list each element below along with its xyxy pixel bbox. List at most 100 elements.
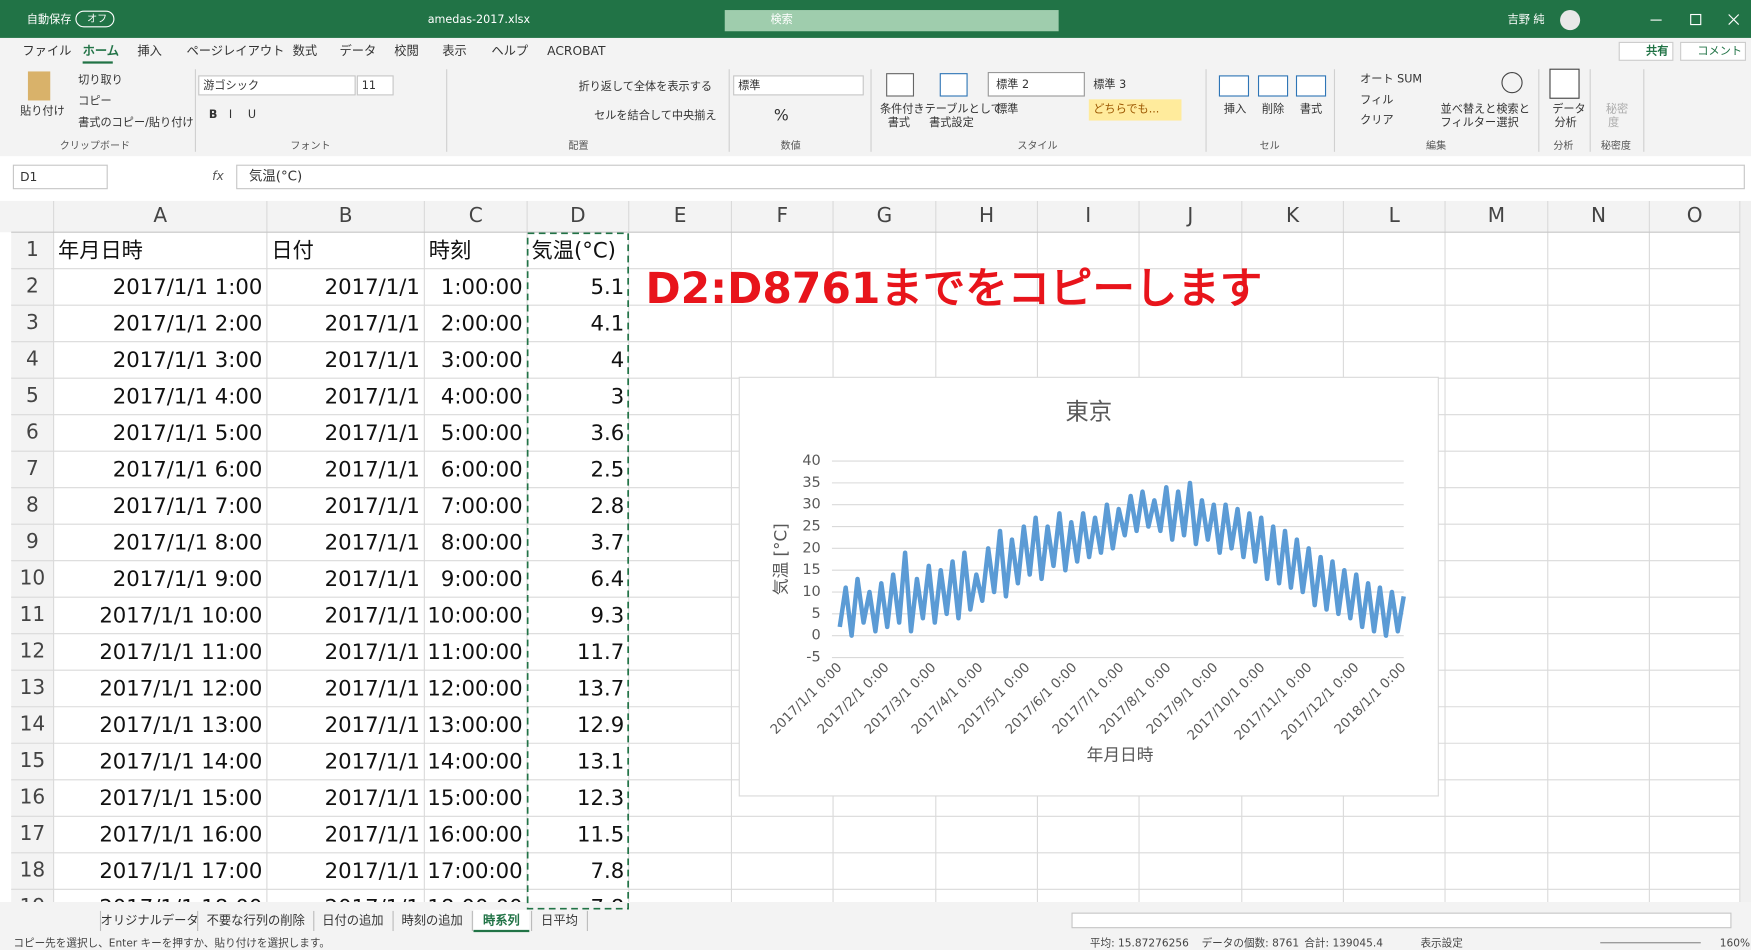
ribbon-button[interactable]: % xyxy=(774,106,789,125)
cell: 2017/1/1 xyxy=(325,604,420,629)
menu-tab[interactable]: 数式 xyxy=(293,43,318,58)
cell: 2:00:00 xyxy=(441,312,523,337)
ribbon-button[interactable]: 貼り付け xyxy=(20,104,65,118)
ribbon-button[interactable]: 挿入 xyxy=(1224,101,1246,115)
cell: 2017/1/1 18:00 xyxy=(99,896,262,921)
column-letter: A xyxy=(153,203,167,227)
ribbon-button[interactable]: I xyxy=(229,108,232,121)
ribbon-group-label: 秘密度 xyxy=(1601,139,1631,152)
comment-label[interactable]: コメント xyxy=(1697,44,1742,57)
menu-tab[interactable]: ACROBAT xyxy=(547,44,606,58)
ribbon-button[interactable]: B xyxy=(209,108,218,121)
format-box[interactable] xyxy=(733,75,864,96)
ribbon-button[interactable]: 書式 xyxy=(1300,101,1322,115)
cell: 時刻 xyxy=(429,239,471,264)
ribbon-button[interactable]: 検索と xyxy=(1496,101,1529,115)
sheet-tab[interactable]: 時系列 xyxy=(483,912,520,927)
comment-button[interactable] xyxy=(1680,41,1746,61)
table-format-icon[interactable] xyxy=(939,73,968,97)
ribbon-button[interactable]: 折り返して全体を表示する xyxy=(578,79,712,93)
size-box[interactable] xyxy=(356,75,394,96)
cell: 2017/1/1 7:00 xyxy=(113,494,263,519)
ribbon-button[interactable]: 秘密 xyxy=(1606,101,1628,115)
ribbon-button[interactable]: 11 xyxy=(362,79,376,92)
ribbon-button[interactable]: セルを結合して中央揃え xyxy=(594,108,716,122)
ribbon-button[interactable]: 書式のコピー/貼り付け xyxy=(78,115,193,129)
menu-tab[interactable]: 表示 xyxy=(442,44,467,58)
ribbon-button[interactable]: 標準 xyxy=(738,78,760,92)
row-number: 16 xyxy=(20,785,46,809)
sheet-tab[interactable]: 日付の追加 xyxy=(322,912,383,927)
share-button[interactable] xyxy=(1618,41,1674,61)
row-header-bar xyxy=(11,232,54,902)
menu-tab[interactable]: データ xyxy=(339,43,376,58)
ribbon-button[interactable]: 分析 xyxy=(1554,115,1576,129)
sheet-tab[interactable]: オリジナルデータ xyxy=(101,912,199,927)
autosave-toggle[interactable] xyxy=(75,10,115,28)
format-icon[interactable] xyxy=(1295,75,1327,97)
zoom-slider[interactable] xyxy=(1600,942,1701,944)
search-box[interactable] xyxy=(724,10,1059,32)
sheet-tab[interactable]: 不要な行列の削除 xyxy=(207,912,305,927)
delete-icon[interactable] xyxy=(1257,75,1289,97)
ribbon-button[interactable]: 度 xyxy=(1608,115,1619,129)
ribbon-button[interactable]: クリア xyxy=(1360,114,1393,127)
ribbon-button[interactable]: フィルター xyxy=(1441,116,1497,129)
sheet-tab[interactable]: 時刻の追加 xyxy=(401,912,462,927)
font-box[interactable] xyxy=(198,75,356,96)
menu-tab[interactable]: ヘルプ xyxy=(491,44,529,58)
ribbon-button[interactable]: 標準 2 xyxy=(996,77,1029,91)
share-label[interactable]: 共有 xyxy=(1646,43,1668,57)
ribbon-button[interactable]: どちらでも... xyxy=(1093,102,1159,115)
ribbon-button[interactable]: コピー xyxy=(78,95,111,108)
y-tick-label: 5 xyxy=(812,606,821,622)
v-scrollbar[interactable] xyxy=(1739,200,1751,902)
ribbon-button[interactable]: データ xyxy=(1552,101,1585,115)
menu-tab[interactable]: ページレイアウト xyxy=(186,44,284,58)
close-icon[interactable] xyxy=(1728,14,1740,25)
menu-tab[interactable]: 校閲 xyxy=(394,43,419,58)
menu-tab[interactable]: ホーム xyxy=(83,44,119,58)
ribbon-button[interactable]: オート SUM xyxy=(1360,72,1422,85)
formula-input[interactable] xyxy=(236,164,1745,190)
ribbon-group-label: 分析 xyxy=(1553,139,1573,152)
ribbon-button[interactable]: 削除 xyxy=(1262,101,1284,115)
menu-tab[interactable]: ファイル xyxy=(22,44,71,58)
data-analysis-icon[interactable] xyxy=(1549,68,1580,99)
h-scrollbar[interactable] xyxy=(1071,912,1732,929)
paste-icon[interactable] xyxy=(27,71,51,101)
menu-tab[interactable]: 挿入 xyxy=(137,43,162,58)
overlay: D2:D8761までをコピーします xyxy=(526,232,1262,910)
ribbon-button[interactable]: 条件付き xyxy=(880,101,925,115)
insert-icon[interactable] xyxy=(1218,75,1250,97)
sheet-tab[interactable]: 日平均 xyxy=(541,913,578,927)
row-number: 11 xyxy=(20,602,46,626)
cell: 年月日時 xyxy=(58,239,143,264)
style-neutral[interactable] xyxy=(1088,99,1182,121)
status-average: 平均: 15.87276256 xyxy=(1090,937,1189,949)
cell: 4 xyxy=(611,348,625,373)
ribbon-button[interactable]: 游ゴシック xyxy=(203,78,259,92)
style-normal2[interactable] xyxy=(987,72,1085,97)
find-icon[interactable] xyxy=(1501,72,1523,94)
cell: 5.1 xyxy=(591,275,625,300)
ribbon-button[interactable]: 切り取り xyxy=(78,73,123,86)
cell: 2017/1/1 3:00 xyxy=(113,348,263,373)
cond-format-icon[interactable] xyxy=(886,73,915,97)
ribbon xyxy=(0,37,1751,157)
ribbon-button[interactable]: 標準 xyxy=(996,101,1018,115)
ribbon-button[interactable]: テーブルとして xyxy=(925,101,1002,115)
restore-icon[interactable] xyxy=(1690,13,1702,26)
ribbon-button[interactable]: フィル xyxy=(1360,93,1393,106)
ribbon-button[interactable]: 選択 xyxy=(1496,115,1518,129)
ribbon-button[interactable]: 標準 3 xyxy=(1093,77,1126,91)
name-box-text: D1 xyxy=(20,170,37,184)
ribbon-button[interactable]: 書式設定 xyxy=(929,115,974,129)
ribbon-button[interactable]: 並べ替えと xyxy=(1441,101,1497,115)
ribbon-button[interactable]: U xyxy=(248,108,256,121)
ribbon-button[interactable]: 書式 xyxy=(888,115,910,129)
name-box[interactable] xyxy=(12,164,108,190)
cell: 3:00:00 xyxy=(441,348,523,373)
